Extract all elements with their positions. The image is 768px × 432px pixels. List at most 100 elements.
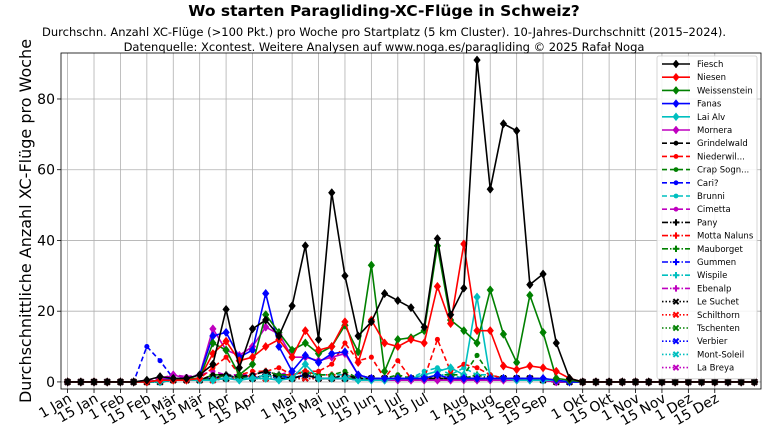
data-point (209, 338, 217, 348)
data-point (301, 241, 310, 251)
legend-marker (672, 85, 680, 95)
legend-marker (672, 351, 680, 358)
data-point (222, 373, 230, 383)
legend-marker (672, 125, 680, 135)
data-point (235, 375, 243, 385)
data-point (407, 334, 415, 345)
data-point (486, 373, 494, 383)
data-point (342, 340, 348, 346)
y-tick-label: 0 (46, 375, 55, 391)
legend-entry: Gummen (662, 258, 736, 268)
legend-entry: Brunni (662, 192, 725, 202)
data-point (631, 377, 640, 387)
data-point (328, 341, 336, 352)
legend-marker (672, 232, 680, 239)
data-point (262, 288, 270, 299)
data-point (262, 341, 270, 352)
legend-marker (673, 154, 679, 159)
data-point (248, 373, 257, 383)
data-point (473, 373, 481, 383)
data-point (592, 377, 600, 387)
data-point (354, 357, 362, 368)
data-point (248, 324, 257, 334)
data-point (263, 368, 269, 374)
data-point (354, 331, 362, 341)
y-tick-label: 80 (37, 92, 55, 108)
plot-frame (60, 52, 762, 390)
data-point (474, 365, 480, 371)
legend-marker (672, 99, 680, 109)
data-point (301, 338, 310, 348)
data-point (222, 304, 230, 315)
data-point (169, 373, 177, 383)
legend-entry: Ebenalp (662, 284, 731, 294)
chart-title: Wo starten Paragliding-XC-Flüge in Schwe… (188, 2, 579, 20)
legend-marker (672, 324, 680, 332)
legend-marker (673, 167, 679, 173)
data-point (394, 373, 402, 383)
data-point (314, 334, 323, 345)
data-point (248, 359, 257, 369)
y-tick-label: 40 (37, 233, 55, 249)
data-point (341, 373, 349, 383)
data-point (486, 326, 494, 336)
legend: Fiesch Niesen Weissenstein Fanas Lai Alv Morn… (656, 55, 758, 380)
data-point (328, 349, 336, 359)
data-point (750, 377, 759, 387)
data-point (671, 377, 679, 387)
data-point (539, 363, 547, 373)
data-point (499, 329, 508, 339)
data-point (473, 292, 481, 302)
legend-entry: Verbier (662, 337, 728, 347)
legend-label: La Breya (697, 364, 734, 374)
legend-label: Weissenstein (697, 86, 753, 96)
data-point (275, 341, 283, 352)
data-point (367, 373, 376, 383)
legend-label: Mauborget (697, 245, 743, 255)
data-point (77, 377, 85, 387)
data-point (394, 295, 402, 306)
legend-entry: Pany (662, 218, 717, 228)
data-point (209, 375, 217, 385)
data-point (420, 322, 428, 332)
legend-marker (672, 285, 680, 292)
data-point (301, 350, 310, 361)
legend-label: Brunni (697, 192, 725, 202)
legend-entry: La Breya (662, 364, 734, 374)
data-point (156, 372, 164, 382)
legend-entry: Mornera (662, 125, 732, 136)
legend-entry: Lai Alv (662, 112, 725, 123)
data-point (248, 352, 257, 362)
data-point (499, 373, 508, 383)
legend-marker (672, 272, 680, 279)
data-point (711, 377, 719, 387)
legend-entry: Motta Naluns (662, 232, 754, 242)
legend-entry: Mauborget (662, 245, 743, 255)
data-point (301, 359, 310, 369)
data-point (446, 310, 455, 320)
data-point (210, 368, 216, 374)
data-point (116, 377, 125, 387)
series-fiesch (63, 55, 759, 387)
y-axis-label: Durchschnittliche Anzahl XC-Flüge pro Wo… (16, 39, 35, 403)
data-point (314, 345, 323, 355)
data-point (486, 184, 494, 194)
data-point (276, 365, 282, 371)
data-point (395, 358, 401, 364)
data-point (222, 336, 230, 346)
legend-entry: Cimetta (662, 205, 731, 215)
legend-label: Grindelwald (697, 139, 748, 149)
legend-label: Mont-Soleil (697, 350, 744, 360)
legend-label: Pany (697, 218, 717, 228)
data-point (407, 373, 415, 383)
legend-entry: Cari? (662, 179, 719, 189)
data-point (210, 372, 216, 378)
legend-label: Fanas (697, 100, 722, 110)
data-point (223, 354, 229, 360)
data-point (328, 373, 336, 383)
chart-subtitle: Durchschn. Anzahl XC-Flüge (>100 Pkt.) p… (42, 25, 726, 39)
data-point (90, 377, 98, 387)
legend-entry: Le Suchet (662, 298, 740, 308)
legend-marker (672, 112, 680, 122)
